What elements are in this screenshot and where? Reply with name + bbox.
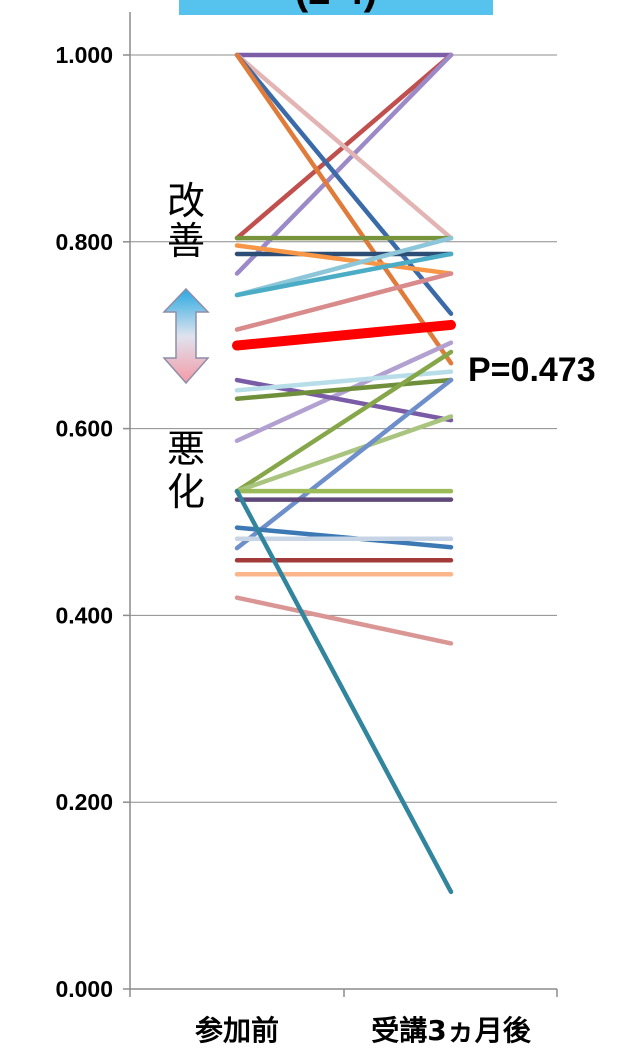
y-tick-label: 0.400	[55, 602, 113, 628]
y-tick-label: 0.200	[55, 789, 113, 815]
y-tick-label: 0.600	[55, 416, 113, 442]
series-lines	[232, 52, 456, 895]
y-tick-label: 0.000	[55, 976, 113, 1002]
series-line	[234, 52, 454, 241]
x-category-label: 参加前	[195, 1014, 279, 1047]
series-line	[234, 251, 454, 298]
series-line	[234, 349, 454, 494]
header-box	[179, 0, 493, 15]
header-box-text: (2 4)	[295, 0, 377, 13]
y-tick-label: 1.000	[55, 42, 113, 68]
axes	[123, 12, 558, 997]
mean-series-line	[232, 319, 456, 351]
improve-label-char-1: 改	[167, 179, 205, 223]
p-value-label: P=0.473	[468, 351, 596, 389]
series-line	[234, 52, 454, 276]
improve-label-char-2: 善	[167, 219, 205, 263]
x-category-labels: 参加前 受講3ヵ月後	[195, 1014, 532, 1047]
worsen-label-char-1: 悪	[167, 427, 205, 471]
x-category-label: 受講3ヵ月後	[371, 1014, 531, 1047]
series-line	[234, 340, 454, 443]
series-line	[234, 488, 454, 895]
series-line	[234, 377, 454, 551]
series-line	[234, 52, 454, 366]
worsen-label-char-2: 化	[167, 470, 205, 514]
double-arrow-icon	[162, 287, 210, 385]
series-line	[234, 271, 454, 332]
series-line	[234, 235, 454, 298]
y-tick-labels: 0.000 0.200 0.400 0.600 0.800 1.000	[55, 42, 113, 1002]
series-line	[234, 595, 454, 646]
y-tick-label: 0.800	[55, 229, 113, 255]
series-line	[234, 243, 454, 276]
series-line	[234, 377, 454, 401]
series-line	[234, 414, 454, 494]
